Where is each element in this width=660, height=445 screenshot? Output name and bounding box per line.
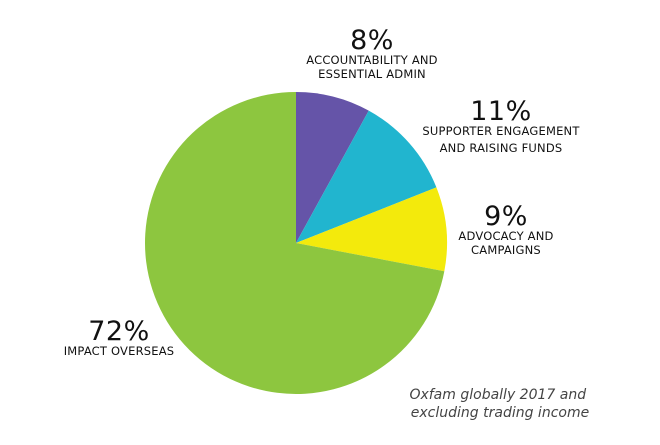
pie-slices	[144, 92, 447, 394]
slice-category-label: ESSENTIAL ADMIN	[318, 67, 426, 81]
slice-category-label: SUPPORTER ENGAGEMENT	[422, 124, 580, 138]
slice-category-label: ADVOCACY AND	[458, 229, 553, 243]
pie-slice	[296, 110, 437, 243]
annotation-note: Oxfam globally 2017 and excluding tradin…	[409, 387, 590, 421]
slice-percent-label: 11%	[470, 96, 532, 127]
annotation-line: excluding trading income	[411, 405, 589, 421]
slice-category-label: AND RAISING FUNDS	[440, 141, 563, 155]
slice-percent-label: 72%	[88, 316, 150, 347]
slice-category-label: CAMPAIGNS	[471, 243, 541, 257]
pie-slice	[144, 92, 445, 394]
slice-category-label: ACCOUNTABILITY AND	[306, 53, 438, 67]
annotation-line: Oxfam globally 2017 and	[409, 387, 586, 403]
slice-category-label: IMPACT OVERSEAS	[64, 344, 175, 358]
slice-percent-label: 9%	[484, 201, 528, 232]
pie-slice	[296, 92, 369, 243]
pie-slice	[296, 187, 447, 272]
slice-percent-label: 8%	[350, 25, 394, 56]
